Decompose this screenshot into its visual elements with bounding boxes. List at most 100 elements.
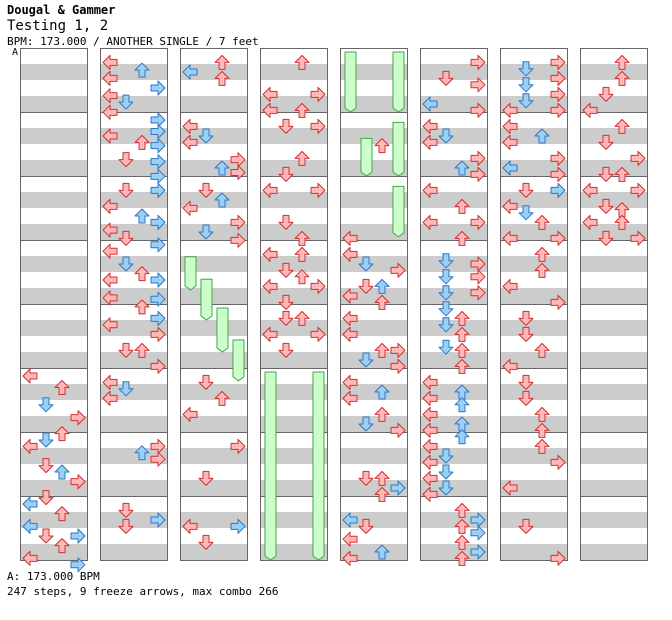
step-arrow-down-icon [438,269,454,285]
chart-column [260,48,328,561]
stripe [260,128,328,144]
step-arrow-up-icon [454,358,470,374]
step-arrow-left-icon [102,104,118,120]
step-arrow-down-icon [278,118,294,134]
step-arrow-left-icon [182,134,198,150]
step-arrow-up-icon [374,406,390,422]
step-arrow-down-icon [598,198,614,214]
step-arrow-down-icon [518,310,534,326]
stripe [340,192,408,208]
step-arrow-up-icon [614,214,630,230]
step-arrow-right-icon [150,154,166,170]
stripe [20,320,88,336]
step-arrow-up-icon [54,380,70,396]
step-arrow-right-icon [310,118,326,134]
step-arrow-right-icon [230,232,246,248]
step-arrow-left-icon [102,243,118,259]
step-arrow-up-icon [374,384,390,400]
stripe [580,384,648,400]
stripe [260,512,328,528]
step-arrow-up-icon [374,470,390,486]
column-border [100,48,168,561]
stripe [500,256,568,272]
step-arrow-left-icon [262,278,278,294]
step-arrow-right-icon [470,166,486,182]
step-arrow-right-icon [150,124,166,140]
step-arrow-right-icon [550,550,566,566]
step-arrow-left-icon [102,374,118,390]
step-arrow-up-icon [294,150,310,166]
step-arrow-up-icon [614,166,630,182]
step-arrow-left-icon [22,496,38,512]
step-arrow-down-icon [198,374,214,390]
stripe [100,544,168,560]
step-arrow-down-icon [38,458,54,474]
stripe [260,224,328,240]
stripe [20,128,88,144]
column-border [260,48,328,561]
step-arrow-left-icon [22,368,38,384]
step-arrow-left-icon [262,246,278,262]
step-arrow-right-icon [470,269,486,285]
chart-meta: BPM: 173.000 / ANOTHER SINGLE / 7 feet [7,35,259,48]
stripe [500,480,568,496]
stripe [420,512,488,528]
step-arrow-up-icon [54,426,70,442]
stripe [340,288,408,304]
stripe [580,192,648,208]
freeze-arrow [344,51,357,113]
chart-column [420,48,488,561]
step-arrow-up-icon [534,438,550,454]
step-arrow-left-icon [182,406,198,422]
step-arrow-right-icon [230,164,246,180]
step-arrow-right-icon [390,358,406,374]
step-arrow-right-icon [550,150,566,166]
step-arrow-right-icon [630,150,646,166]
step-arrow-up-icon [214,192,230,208]
step-arrow-up-icon [454,310,470,326]
step-arrow-left-icon [422,486,438,502]
step-arrow-left-icon [422,406,438,422]
stripe [260,416,328,432]
stripe [20,352,88,368]
step-arrow-left-icon [582,214,598,230]
step-arrow-down-icon [358,278,374,294]
step-arrow-left-icon [22,518,38,534]
step-arrow-left-icon [102,88,118,104]
step-arrow-down-icon [518,182,534,198]
chart-column [20,48,88,561]
step-arrow-left-icon [502,118,518,134]
step-arrow-up-icon [374,342,390,358]
stripe [580,320,648,336]
step-arrow-right-icon [390,262,406,278]
step-arrow-right-icon [470,102,486,118]
step-arrow-right-icon [550,166,566,182]
step-arrow-up-icon [534,406,550,422]
step-arrow-down-icon [118,381,134,397]
step-arrow-up-icon [214,390,230,406]
step-arrow-right-icon [550,182,566,198]
step-arrow-up-icon [534,342,550,358]
step-arrow-down-icon [438,464,454,480]
stripe [180,384,248,400]
step-arrow-right-icon [550,230,566,246]
step-arrow-down-icon [118,256,134,272]
freeze-arrow [264,371,277,561]
step-arrow-down-icon [118,518,134,534]
stripe [260,192,328,208]
step-arrow-down-icon [38,490,54,506]
step-arrow-up-icon [454,502,470,518]
step-arrow-up-icon [294,102,310,118]
stripe [180,352,248,368]
stripe [580,256,648,272]
step-arrow-down-icon [358,256,374,272]
stripe [500,416,568,432]
chart-column [580,48,648,561]
column-border [500,48,568,561]
step-arrow-up-icon [134,266,150,282]
step-arrow-up-icon [294,246,310,262]
step-arrow-down-icon [38,528,54,544]
step-arrow-down-icon [358,470,374,486]
step-arrow-up-icon [214,54,230,70]
step-arrow-right-icon [550,102,566,118]
